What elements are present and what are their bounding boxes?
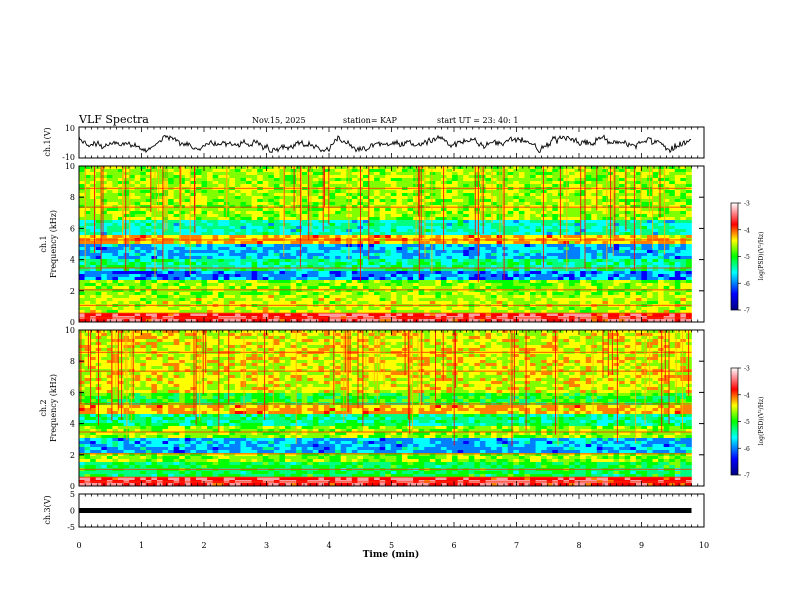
ch2-spectrogram-panel: 0 2 4 6 8 10 ch.2 Frequency (kHz) (39, 326, 705, 491)
ch2-spectrogram-yticks: 0 2 4 6 8 10 (65, 326, 704, 491)
xtick-label: 0 (76, 541, 81, 550)
time-axis-label: Time (min) (363, 549, 420, 560)
ytick-label: 0 (70, 318, 75, 327)
xtick-label: 6 (451, 541, 456, 550)
ch2-spectrogram-ylabel-frequency: Frequency (kHz) (49, 374, 58, 442)
ch3-ylabel: ch.3(V) (43, 495, 52, 524)
ytick-label: 8 (70, 193, 75, 202)
colorbar-tick-label: -3 (744, 201, 750, 208)
ch3-ytick-label: -5 (67, 523, 75, 532)
colorbar-tick-label: -4 (744, 392, 750, 399)
ch1-colorbar-gradient (730, 202, 739, 311)
ch2-colorbar-label: log(PSD)(V²/Hz) (758, 397, 765, 446)
ch2-colorbar-ticks: -3 -4 -5 -6 -7 (738, 366, 750, 480)
ytick-label: 0 (70, 482, 75, 491)
ytick-label: 10 (65, 326, 75, 335)
time-axis-ticks (78, 127, 705, 527)
ch1-waveform-ylabel: ch.1(V) (43, 127, 52, 156)
ch3-signal-panel: 5 0 -5 ch.3(V) (43, 490, 705, 532)
ytick-label: 10 (65, 162, 75, 171)
ch1-colorbar-ticks: -3 -4 -5 -6 -7 (738, 201, 750, 315)
colorbar-tick-label: -7 (744, 308, 750, 315)
ch1-ytick-bottom: -10 (62, 153, 75, 162)
ch2-colorbar: -3 -4 -5 -6 -7 log(PSD)(V²/Hz) (730, 366, 765, 480)
colorbar-tick-label: -4 (744, 227, 750, 234)
colorbar-tick-label: -6 (744, 281, 750, 288)
station-label: station= KAP (343, 116, 398, 125)
xtick-label: 9 (639, 541, 644, 550)
ch1-spectrogram-ylabel-channel: ch.1 (39, 235, 48, 252)
colorbar-tick-label: -7 (744, 473, 750, 480)
ytick-label: 4 (70, 420, 75, 429)
colorbar-tick-label: -3 (744, 366, 750, 373)
xtick-label: 4 (326, 541, 331, 550)
ch1-spectrogram-panel: 0 2 4 6 8 10 ch.1 Frequency (kHz) (39, 162, 705, 327)
figure-title: VLF Spectra (78, 113, 149, 126)
xtick-label: 3 (264, 541, 269, 550)
ch1-spectrogram-image (79, 166, 692, 323)
ch3-ytick-label: 0 (70, 507, 75, 516)
time-axis-tick-labels: 0 1 2 3 4 5 6 7 8 9 10 (76, 541, 709, 550)
ch1-spectrogram-ylabel-frequency: Frequency (kHz) (49, 210, 58, 278)
ytick-label: 6 (70, 388, 75, 397)
ch1-colorbar: -3 -4 -5 -6 -7 log(PSD)(V²/Hz) (730, 201, 765, 315)
start-time-label: start UT = 23: 40: 1 (437, 116, 518, 125)
ch3-signal-line (79, 508, 692, 513)
ytick-label: 8 (70, 357, 75, 366)
ch1-spectrogram-yticks: 0 2 4 6 8 10 (65, 162, 704, 327)
xtick-label: 5 (389, 541, 394, 550)
xtick-label: 8 (576, 541, 581, 550)
xtick-label: 1 (139, 541, 144, 550)
ytick-label: 2 (70, 451, 75, 460)
colorbar-tick-label: -5 (744, 254, 750, 261)
colorbar-tick-label: -5 (744, 419, 750, 426)
ch1-ytick-top: 10 (65, 124, 75, 133)
xtick-label: 2 (201, 541, 206, 550)
ytick-label: 6 (70, 224, 75, 233)
ytick-label: 4 (70, 256, 75, 265)
ch1-colorbar-label: log(PSD)(V²/Hz) (758, 232, 765, 281)
ytick-label: 2 (70, 287, 75, 296)
ch2-spectrogram-image (79, 330, 692, 487)
date-label: Nov.15, 2025 (252, 116, 306, 125)
ch3-ytick-label: 5 (70, 490, 75, 499)
ch1-waveform-line (78, 134, 692, 154)
ch2-spectrogram-ylabel-channel: ch.2 (39, 399, 48, 416)
ch3-yticks: 5 0 -5 (67, 490, 83, 532)
xtick-label: 10 (699, 541, 709, 550)
colorbar-tick-label: -6 (744, 446, 750, 453)
xtick-label: 7 (514, 541, 519, 550)
ch1-waveform-panel: 10 -10 ch.1(V) (43, 124, 705, 162)
ch2-colorbar-gradient (730, 367, 739, 476)
